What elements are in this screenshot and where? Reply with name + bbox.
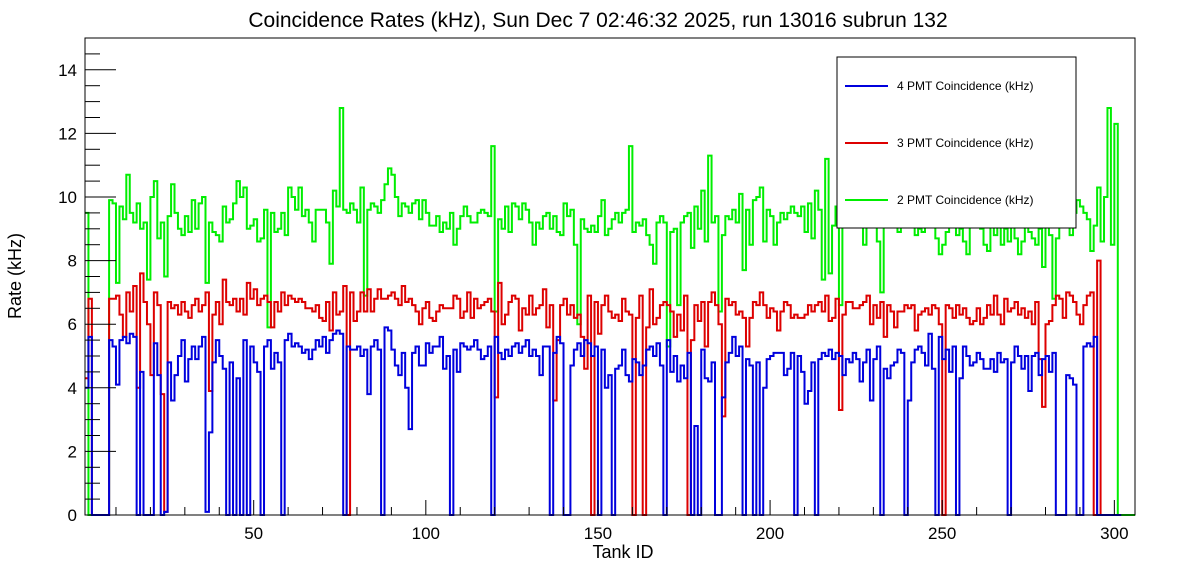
y-tick-label: 6	[68, 315, 77, 334]
y-tick-label: 14	[58, 61, 77, 80]
x-tick-label: 300	[1100, 524, 1128, 543]
x-tick-label: 150	[584, 524, 612, 543]
y-tick-label: 10	[58, 188, 77, 207]
y-tick-label: 12	[58, 124, 77, 143]
y-tick-label: 8	[68, 252, 77, 271]
y-axis-label: Rate (kHz)	[5, 233, 25, 319]
y-tick-label: 4	[68, 379, 77, 398]
legend: 4 PMT Coincidence (kHz) 3 PMT Coincidence…	[836, 56, 1077, 229]
x-tick-label: 100	[412, 524, 440, 543]
chart-title: Coincidence Rates (kHz), Sun Dec 7 02:46…	[248, 9, 947, 32]
x-tick-label: 200	[756, 524, 784, 543]
axes: 0 2 4 6 8 10 12 14 50 100 150 200 250 300	[58, 37, 1129, 543]
x-tick-label: 250	[928, 524, 956, 543]
legend-label-4-pmt: 4 PMT Coincidence (kHz)	[897, 79, 1034, 93]
y-tick-label: 0	[68, 506, 77, 525]
x-axis-label: Tank ID	[592, 542, 653, 562]
legend-label-3-pmt: 3 PMT Coincidence (kHz)	[897, 136, 1034, 150]
y-tick-label: 2	[68, 442, 77, 461]
legend-label-2-pmt: 2 PMT Coincidence (kHz)	[897, 193, 1034, 207]
x-tick-label: 50	[244, 524, 263, 543]
series-line-2-pmt	[85, 106, 1135, 516]
